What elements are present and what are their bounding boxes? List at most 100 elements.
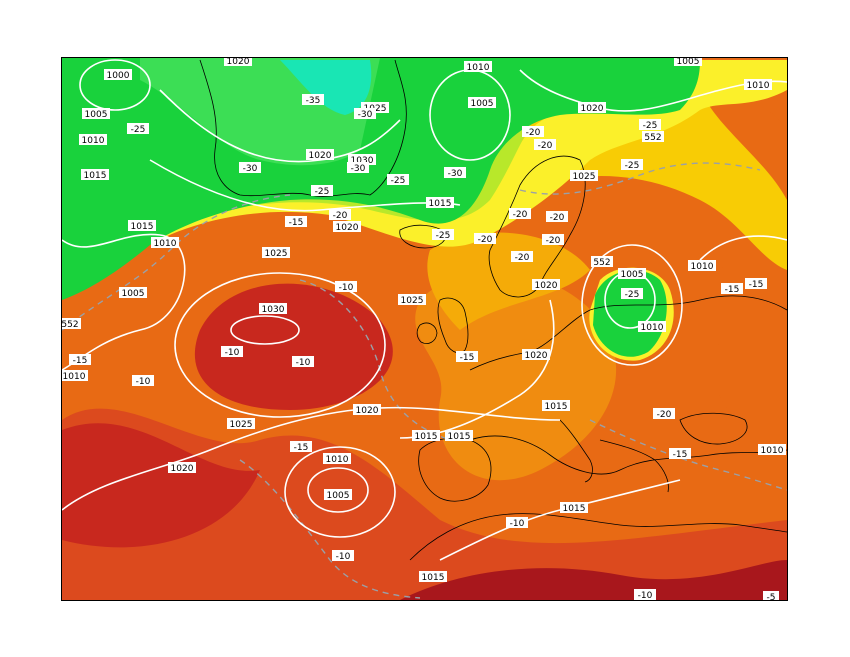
pressure-label-box (104, 69, 132, 80)
isobar-high-1025 (174, 272, 386, 418)
pressure-label-box (81, 169, 109, 180)
pressure-label-box (82, 108, 110, 119)
pressure-label-box (323, 453, 351, 464)
coast-iceland (399, 224, 447, 249)
pressure-label-box (324, 489, 352, 500)
thickness-labels: 552 552 552 (62, 131, 664, 330)
temperature-label-box (763, 591, 779, 600)
temperature-label: -15 (289, 218, 304, 228)
isobar-1020-south (62, 406, 561, 511)
coast-ireland (416, 322, 438, 344)
pressure-label-box (398, 294, 426, 305)
temperature-label: -25 (131, 125, 146, 135)
temperature-label: -20 (526, 128, 541, 138)
pressure-label: 1015 (429, 199, 452, 209)
pressure-label: 1015 (563, 504, 586, 514)
temperature-label-box (354, 108, 376, 119)
temperature-label: -20 (538, 141, 553, 151)
temperature-label: -25 (391, 176, 406, 186)
pressure-label: 1030 (262, 305, 285, 315)
pressure-label: 1010 (467, 63, 490, 73)
temperature-label-box (653, 408, 675, 419)
pressure-label-box (522, 349, 550, 360)
temperature-label: -10 (510, 519, 525, 529)
temperature-label: -30 (243, 164, 258, 174)
pressure-label-box (688, 260, 716, 271)
temperature-label-box (522, 126, 544, 137)
temperature-label-box (509, 208, 531, 219)
temperature-label: -15 (725, 285, 740, 295)
coast-italy (559, 419, 593, 483)
pressure-label: 1010 (747, 81, 770, 91)
temperature-label: -10 (638, 591, 653, 600)
thickness-label-box (62, 318, 81, 329)
thickness-label: 552 (62, 320, 79, 330)
pressure-label-box (412, 430, 440, 441)
pressure-label-box (542, 400, 570, 411)
pressure-label: 1025 (230, 420, 253, 430)
pressure-label-box (306, 149, 334, 160)
temperature-label: -20 (546, 236, 561, 246)
pressure-label: 1020 (356, 406, 379, 416)
band-green-east-low (593, 270, 667, 357)
pressure-label: 1025 (573, 172, 596, 182)
temperature-label-box (387, 174, 409, 185)
pressure-label: 1015 (415, 432, 438, 442)
temperature-label-box (132, 375, 154, 386)
temperature-label: -25 (315, 187, 330, 197)
temperature-label-box (432, 229, 454, 240)
pressure-label: 1020 (525, 351, 548, 361)
temperature-label-box (347, 162, 369, 173)
temperature-label-box (332, 550, 354, 561)
temperature-label: -25 (625, 290, 640, 300)
pressure-label: 1010 (63, 372, 86, 382)
pressure-label: 1010 (761, 446, 784, 456)
temperature-label: -15 (460, 353, 475, 363)
temperature-label: -10 (339, 283, 354, 293)
temperature-label-box (290, 441, 312, 452)
isobar-low-1000-nw (79, 59, 151, 111)
temperature-label: -25 (643, 121, 658, 131)
temperature-label: -20 (657, 410, 672, 420)
pressure-label-box (578, 102, 606, 113)
isobar-low-1005-south (307, 467, 369, 513)
pressure-label: 1020 (227, 58, 250, 67)
pressure-label: 1025 (401, 296, 424, 306)
pressure-label: 1025 (265, 249, 288, 259)
coast-scandinavia (488, 155, 586, 298)
temperature-label-box (534, 139, 556, 150)
band-deep-red (400, 560, 787, 600)
isobar-1015-north (149, 159, 461, 212)
temperature-label-box (456, 351, 478, 362)
temperature-label: -20 (333, 211, 348, 221)
pressure-label: 1005 (677, 58, 700, 67)
pressure-label-box (224, 58, 252, 66)
temperature-label: -15 (673, 450, 688, 460)
isotherm-east (519, 162, 761, 195)
band-red-west (62, 423, 260, 548)
temperature-labels: -35 -30 -25 -30 -30 -25 -30 -25 -20 -15 -25 -20 -20 -… (69, 94, 779, 600)
thickness-label: 552 (593, 258, 610, 268)
pressure-labels: 1020 1000 1005 1010 1015 1025 1020 1030 1015 1020… (62, 58, 786, 583)
pressure-label: 1005 (621, 270, 644, 280)
pressure-label: 1010 (691, 262, 714, 272)
pressure-label-box (464, 61, 492, 72)
isotherm-mid (299, 279, 451, 441)
band-amber (427, 232, 590, 330)
pressure-label-box (353, 404, 381, 415)
temperature-label: -35 (306, 96, 321, 106)
pressure-label: 1000 (107, 71, 130, 81)
temperature-label-box (285, 216, 307, 227)
pressure-label: 1020 (336, 223, 359, 233)
temperature-label-box (506, 517, 528, 528)
band-yellow (62, 60, 787, 300)
temperature-label-box (745, 278, 767, 289)
isobar-high-1030 (230, 315, 300, 345)
temperature-label-box (239, 162, 261, 173)
coast-greenland (199, 59, 407, 197)
temperature-label-box (329, 209, 351, 220)
pressure-label: 1020 (171, 464, 194, 474)
temperature-label: -20 (478, 235, 493, 245)
coast-blacksea (679, 412, 748, 445)
pressure-label: 1020 (309, 151, 332, 161)
